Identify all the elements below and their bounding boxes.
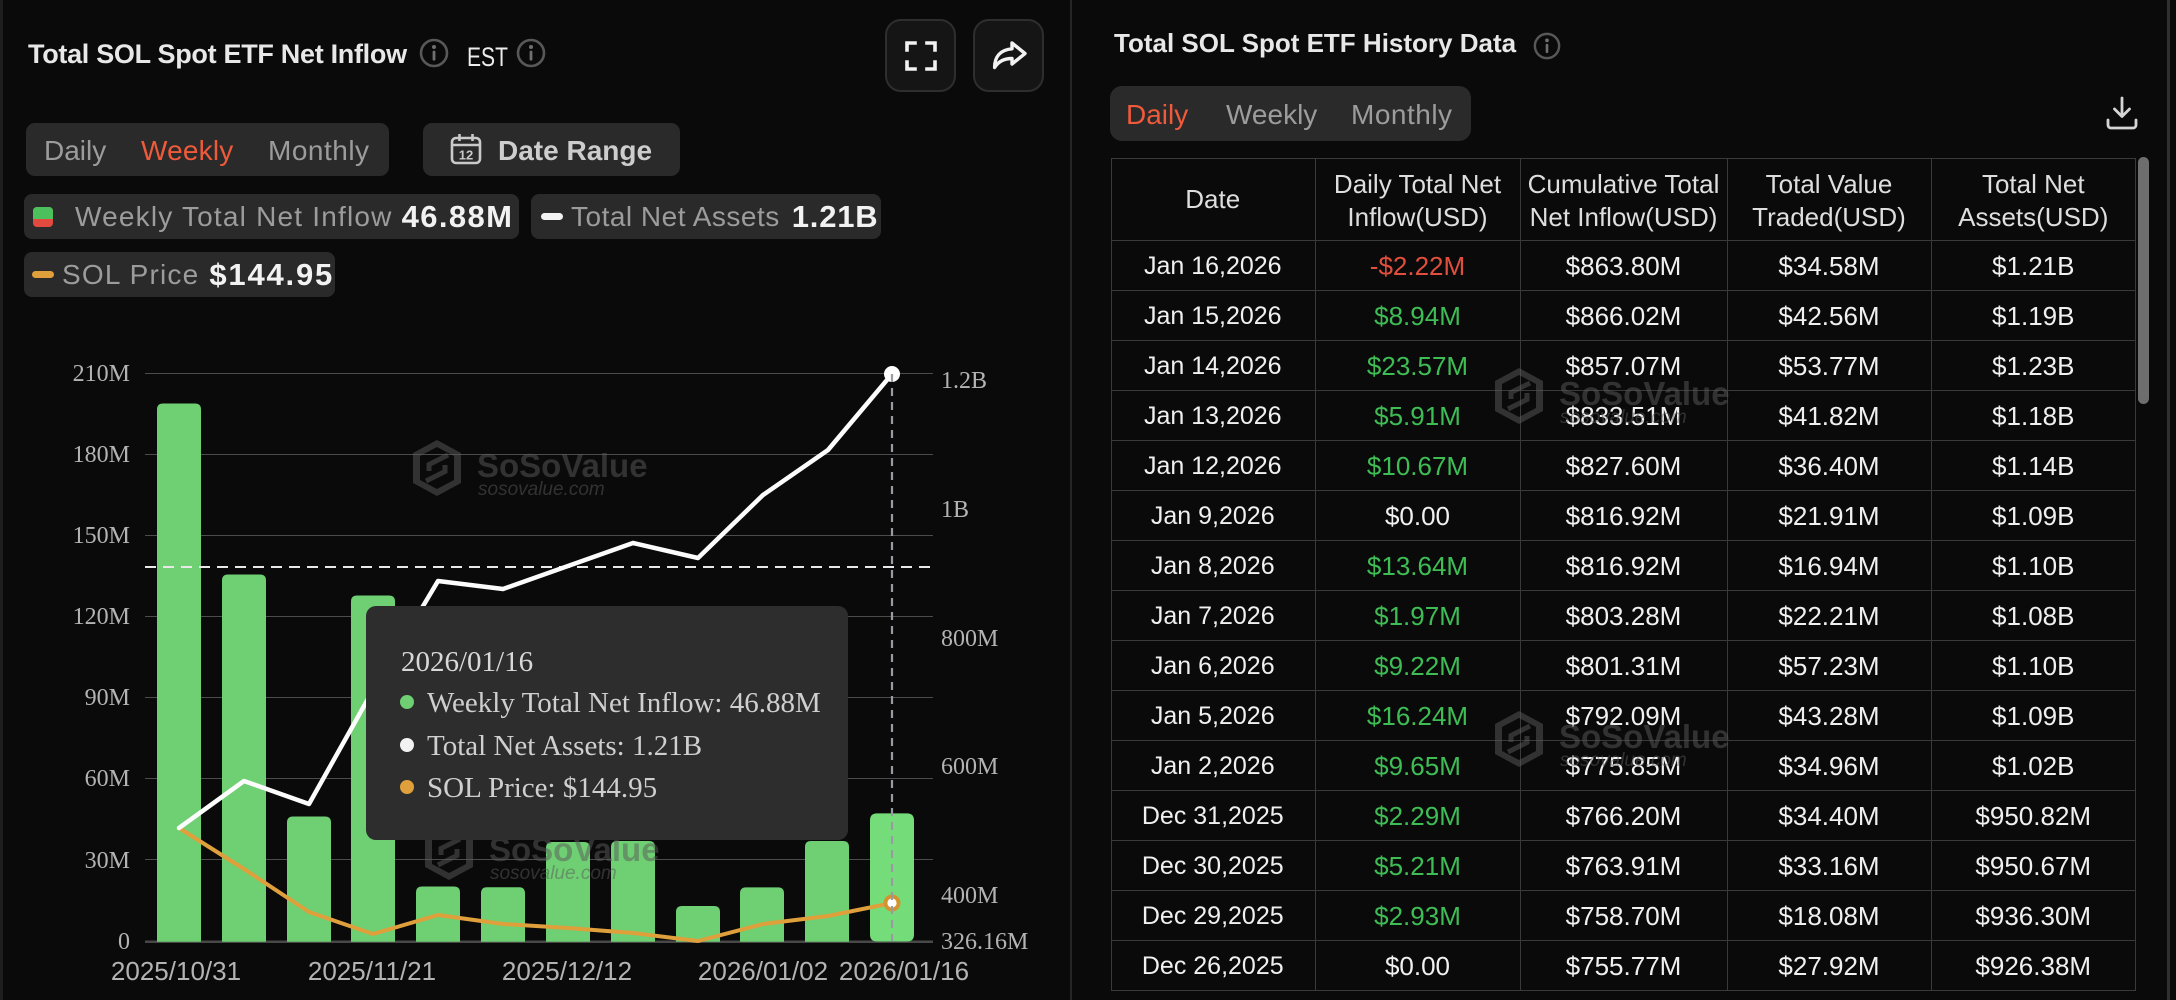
svg-text:0: 0 bbox=[118, 929, 130, 955]
svg-text:2025/12/12: 2025/12/12 bbox=[502, 956, 632, 986]
svg-text:sosovalue.com: sosovalue.com bbox=[490, 863, 617, 884]
svg-text:60M: 60M bbox=[85, 766, 130, 792]
svg-text:2026/01/16: 2026/01/16 bbox=[839, 956, 969, 986]
svg-text:800M: 800M bbox=[941, 626, 998, 652]
svg-text:180M: 180M bbox=[73, 442, 130, 468]
svg-text:150M: 150M bbox=[73, 523, 130, 549]
svg-text:210M: 210M bbox=[73, 361, 130, 387]
svg-text:sosovalue.com: sosovalue.com bbox=[478, 479, 605, 500]
svg-text:600M: 600M bbox=[941, 754, 998, 780]
svg-text:1.2B: 1.2B bbox=[941, 368, 987, 394]
svg-text:sosovalue.com: sosovalue.com bbox=[1560, 407, 1687, 428]
svg-text:SoSoValue: SoSoValue bbox=[477, 447, 648, 484]
svg-text:400M: 400M bbox=[941, 883, 998, 909]
svg-text:sosovalue.com: sosovalue.com bbox=[1560, 750, 1687, 771]
svg-text:SoSoValue: SoSoValue bbox=[1559, 375, 1730, 412]
svg-text:2025/10/31: 2025/10/31 bbox=[111, 956, 241, 986]
svg-text:90M: 90M bbox=[85, 685, 130, 711]
svg-text:2025/11/21: 2025/11/21 bbox=[308, 956, 436, 986]
svg-text:1B: 1B bbox=[941, 497, 969, 523]
svg-text:12: 12 bbox=[459, 148, 473, 163]
svg-text:30M: 30M bbox=[85, 848, 130, 874]
svg-text:2026/01/02: 2026/01/02 bbox=[698, 956, 828, 986]
svg-text:SoSoValue: SoSoValue bbox=[1559, 718, 1730, 755]
svg-text:120M: 120M bbox=[73, 604, 130, 630]
svg-text:326.16M: 326.16M bbox=[941, 929, 1028, 955]
